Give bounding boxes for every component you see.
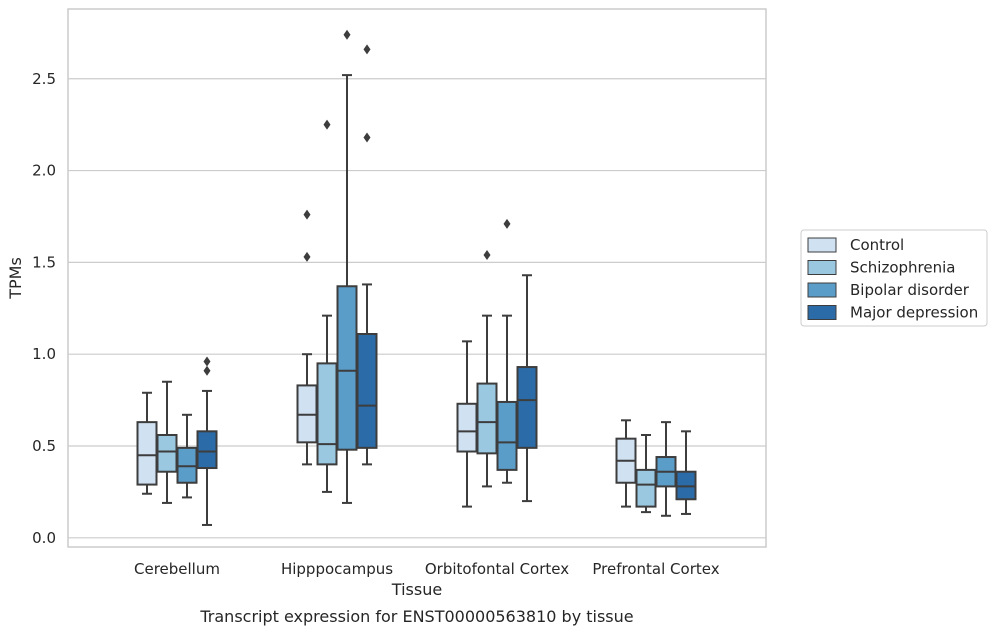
box-group bbox=[456, 340, 478, 508]
x-tick-label: Orbitofontal Cortex bbox=[425, 560, 569, 578]
box-groups bbox=[136, 29, 697, 526]
outlier-point bbox=[363, 44, 371, 55]
legend-swatch bbox=[807, 305, 837, 320]
x-tick-labels: Cerebellum Hipppocampus Orbitofontal Corte… bbox=[134, 560, 720, 578]
box bbox=[136, 421, 158, 486]
outlier-point bbox=[363, 132, 371, 143]
box-group bbox=[156, 380, 178, 504]
outlier-point bbox=[323, 119, 331, 130]
chart-caption: Transcript expression for ENST0000056381… bbox=[199, 607, 633, 626]
box bbox=[356, 333, 378, 449]
box bbox=[516, 366, 538, 449]
outlier-point bbox=[203, 365, 211, 376]
x-tick-label: Prefrontal Cortex bbox=[592, 560, 719, 578]
legend-swatch bbox=[807, 237, 837, 253]
box-group bbox=[176, 413, 198, 499]
box bbox=[196, 430, 218, 470]
outlier-point bbox=[503, 218, 511, 229]
box-group bbox=[635, 433, 657, 514]
box-group bbox=[196, 356, 218, 526]
legend-frame bbox=[800, 229, 988, 327]
box-group bbox=[356, 44, 378, 466]
box-group bbox=[476, 250, 498, 488]
box bbox=[496, 400, 518, 471]
legend-label: Schizophrenia bbox=[850, 259, 955, 277]
box-group bbox=[296, 209, 318, 466]
grid-lines bbox=[68, 78, 766, 539]
box bbox=[476, 382, 498, 455]
box bbox=[156, 433, 178, 473]
y-tick-label: 0.0 bbox=[32, 529, 56, 547]
x-tick-label: Cerebellum bbox=[134, 560, 220, 578]
y-axis-label: TPMs bbox=[6, 257, 25, 300]
legend-label: Control bbox=[850, 236, 904, 254]
legend-swatch bbox=[807, 282, 837, 298]
legend-label: Major depression bbox=[850, 304, 978, 322]
y-tick-label: 2.5 bbox=[32, 70, 56, 88]
x-axis-label: Tissue bbox=[391, 580, 442, 599]
box-group bbox=[675, 430, 697, 515]
x-tick-label: Hipppocampus bbox=[281, 560, 393, 578]
legend-entries: Control Schizophrenia Bipolar disorder Majo… bbox=[807, 236, 978, 322]
outlier-point bbox=[203, 356, 211, 367]
legend: Control Schizophrenia Bipolar disorder Majo… bbox=[800, 229, 988, 327]
legend-label: Bipolar disorder bbox=[850, 281, 970, 299]
box bbox=[456, 402, 478, 453]
box bbox=[316, 362, 338, 466]
box bbox=[336, 285, 358, 451]
outlier-point bbox=[343, 29, 351, 40]
outlier-point bbox=[303, 251, 311, 262]
legend-swatch bbox=[807, 260, 837, 275]
y-tick-labels: 0.0 0.5 1.0 1.5 2.0 2.5 bbox=[32, 70, 56, 547]
y-tick-label: 1.5 bbox=[32, 253, 56, 271]
box bbox=[635, 468, 657, 508]
box-group bbox=[655, 421, 677, 517]
y-tick-label: 2.0 bbox=[32, 162, 56, 180]
box-group bbox=[516, 274, 538, 503]
plot-area-frame bbox=[67, 8, 767, 548]
box-group bbox=[316, 119, 338, 493]
box-group bbox=[496, 218, 518, 484]
outlier-point bbox=[483, 250, 491, 261]
box-group bbox=[136, 391, 158, 495]
outlier-point bbox=[303, 209, 311, 220]
box-group bbox=[336, 29, 358, 504]
y-tick-label: 1.0 bbox=[32, 345, 56, 363]
box-group bbox=[615, 419, 637, 508]
y-tick-label: 0.5 bbox=[32, 437, 56, 455]
